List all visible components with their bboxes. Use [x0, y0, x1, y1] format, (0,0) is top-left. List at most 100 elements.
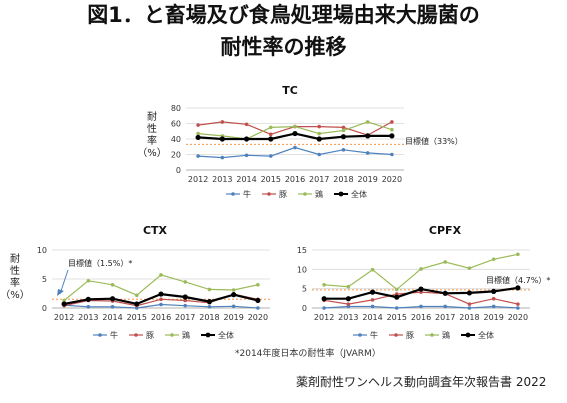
ctx-point-chicken — [159, 273, 163, 277]
ctx-x-tick-label: 2015 — [127, 313, 147, 322]
ctx-legend-label-cattle: 牛 — [110, 330, 118, 340]
cpfx-point-cattle — [394, 306, 399, 310]
ctx-legend-marker-chicken — [170, 333, 174, 337]
cpfx-x-tick-label: 2014 — [362, 313, 382, 322]
cpfx-point-pig — [346, 302, 351, 306]
tc-x-tick-label: 2018 — [333, 175, 353, 184]
tc-point-chicken — [196, 131, 200, 136]
cpfx-point-cattle — [491, 304, 496, 309]
tc-y-axis-label: 性 — [147, 122, 157, 135]
tc-legend-marker-cattle — [231, 192, 235, 196]
cpfx-point-cattle — [516, 306, 520, 310]
cpfx-x-tick-label: 2013 — [338, 313, 358, 322]
tc-legend-marker-chicken — [303, 192, 307, 196]
ctx-point-cattle — [86, 305, 91, 309]
ctx-chart-title: CTX — [143, 224, 168, 237]
ctx-x-tick-label: 2012 — [54, 313, 74, 322]
cpfx-x-tick-label: 2018 — [459, 313, 479, 322]
ctx-point-total — [158, 291, 164, 297]
cpfx-x-tick-label: 2019 — [483, 313, 503, 322]
cpfx-legend-marker-cattle — [358, 333, 362, 337]
ctx-y-axis-label: （%） — [0, 289, 30, 301]
ctx-point-chicken — [110, 283, 115, 287]
ctx-point-chicken — [134, 293, 139, 298]
ctx-target-label: 目標値（1.5%）* — [68, 258, 132, 268]
tc-point-chicken — [365, 120, 370, 124]
tc-x-tick-label: 2020 — [382, 175, 402, 184]
ctx-point-chicken — [183, 280, 188, 284]
tc-x-tick-label: 2017 — [309, 175, 329, 184]
ctx-x-tick-label: 2020 — [248, 313, 268, 322]
cpfx-x-tick-label: 2016 — [411, 313, 431, 322]
tc-legend-label-pig: 豚 — [279, 190, 287, 199]
ctx-point-total — [61, 301, 67, 307]
tc-point-pig — [317, 124, 322, 129]
tc-legend-label-total: 全体 — [351, 189, 367, 199]
ctx-x-tick-label: 2018 — [199, 313, 219, 322]
ctx-point-total — [182, 294, 188, 300]
figure-title-line1: 図1．と畜場及び食鳥処理場由来大腸菌の — [87, 3, 480, 27]
cpfx-point-chicken — [322, 283, 326, 287]
tc-point-total — [340, 134, 347, 140]
cpfx-point-cattle — [322, 306, 326, 310]
ctx-legend-label-pig: 豚 — [146, 331, 154, 340]
cpfx-point-chicken — [516, 252, 520, 257]
tc-point-cattle — [220, 155, 225, 160]
cpfx-legend-label-cattle: 牛 — [370, 330, 378, 340]
ctx-y-tick-label: 0 — [42, 304, 47, 313]
ctx-point-chicken — [62, 298, 66, 303]
ctx-target-arrow — [59, 269, 69, 295]
ctx-legend-marker-total — [205, 332, 211, 338]
ctx-legend-label-chicken: 鶏 — [182, 330, 190, 340]
cpfx-point-total — [466, 290, 473, 296]
tc-point-total — [316, 136, 322, 142]
ctx-y-axis-label: 耐 — [10, 252, 20, 265]
tc-y-axis-label: 耐 — [147, 110, 157, 123]
tc-point-total — [292, 130, 298, 137]
tc-y-axis-label: 率 — [147, 134, 157, 147]
ctx-x-tick-label: 2019 — [223, 313, 243, 322]
figure-title-line2: 耐性率の推移 — [220, 35, 347, 59]
source-note: 薬剤耐性ワンヘルス動向調査年次報告書 2022 — [296, 375, 547, 389]
ctx-point-cattle — [256, 306, 260, 310]
cpfx-point-pig — [467, 302, 472, 306]
tc-point-cattle — [317, 152, 322, 157]
ctx-point-chicken — [207, 287, 212, 292]
cpfx-point-total — [345, 296, 351, 302]
tc-point-pig — [268, 132, 273, 137]
ctx-target-arrowhead — [57, 289, 64, 296]
cpfx-legend-label-pig: 豚 — [406, 331, 414, 340]
tc-point-total — [243, 136, 250, 142]
cpfx-y-tick-label: 5 — [302, 285, 307, 294]
ctx-point-pig — [159, 297, 163, 302]
tc-y-tick-label: 80 — [171, 104, 181, 113]
cpfx-point-total — [394, 294, 400, 300]
tc-point-chicken — [341, 128, 346, 133]
cpfx-point-total — [515, 285, 521, 291]
tc-y-tick-label: 0 — [176, 166, 181, 175]
tc-legend-marker-pig — [267, 192, 271, 196]
cpfx-point-chicken — [443, 260, 448, 264]
cpfx-point-cattle — [443, 304, 448, 309]
cpfx-point-cattle — [370, 304, 375, 309]
ctx-point-cattle — [159, 302, 163, 307]
ctx-point-pig — [183, 298, 188, 303]
ctx-legend-marker-cattle — [98, 333, 102, 337]
cpfx-x-tick-label: 2020 — [508, 313, 528, 322]
ctx-point-cattle — [110, 305, 115, 309]
cpfx-point-pig — [491, 296, 496, 301]
ctx-x-tick-label: 2013 — [78, 313, 98, 322]
ctx-y-tick-label: 5 — [42, 275, 47, 284]
ctx-legend-label-total: 全体 — [218, 330, 234, 340]
cpfx-x-tick-label: 2012 — [314, 313, 334, 322]
ctx-point-cattle — [207, 305, 212, 309]
cpfx-point-chicken — [370, 267, 375, 272]
cpfx-point-total — [442, 290, 448, 296]
ctx-point-total — [206, 299, 213, 305]
tc-point-chicken — [390, 127, 394, 132]
tc-x-tick-label: 2012 — [188, 175, 208, 184]
tc-point-chicken — [268, 125, 273, 130]
tc-point-cattle — [390, 152, 394, 157]
cpfx-point-total — [369, 289, 376, 295]
